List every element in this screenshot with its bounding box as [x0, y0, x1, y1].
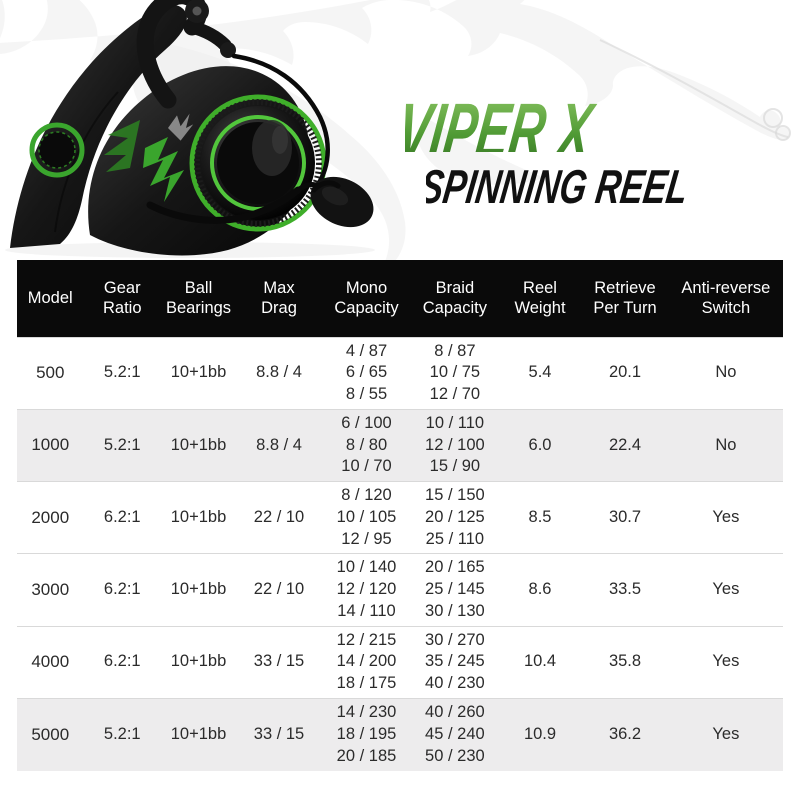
- svg-text:SPINNING REEL: SPINNING REEL: [426, 160, 692, 205]
- svg-text:VIPER X: VIPER X: [405, 87, 600, 152]
